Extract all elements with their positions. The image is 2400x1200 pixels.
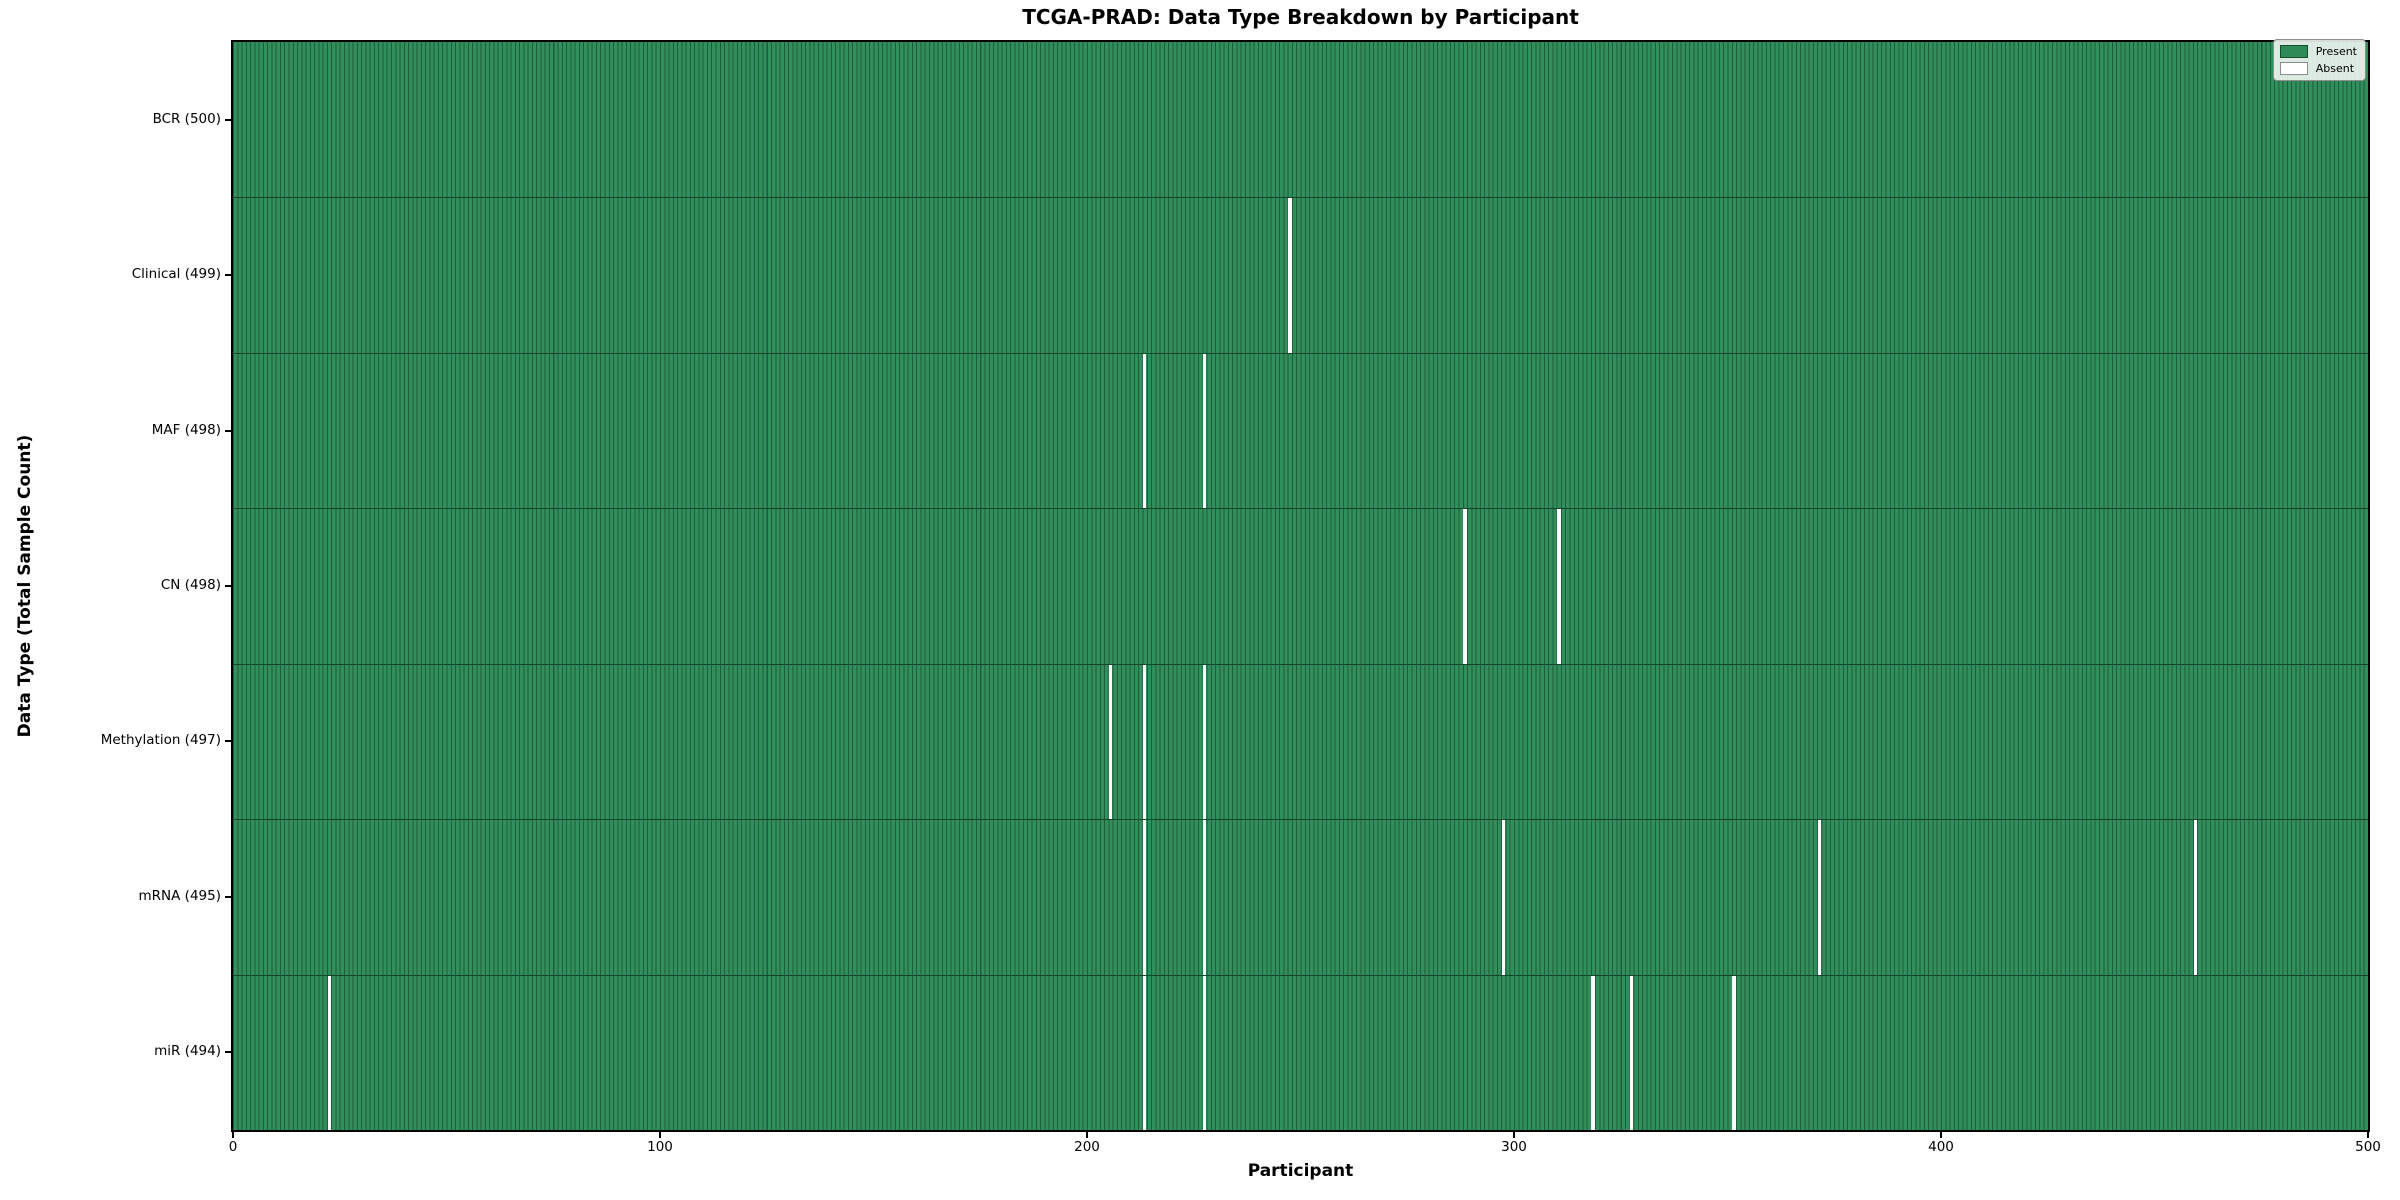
y-tick-label-cn: CN (498) [160,577,221,593]
absent-mark [1501,819,1506,975]
y-tick-mark [225,895,231,898]
heatmap-row-mir [233,974,2368,1130]
heatmap-row-mrna [233,819,2368,975]
heatmap-row-bcr [233,42,2368,198]
absent-mark [1202,352,1207,509]
absent-mark [1202,819,1207,975]
x-tick-mark [659,1132,661,1138]
row-divider [233,352,2368,354]
x-tick-label-500: 500 [2355,1139,2381,1155]
y-tick-label-mrna: mRNA (495) [138,887,221,904]
row-divider [233,508,2368,510]
y-tick-label-bcr: BCR (500) [152,110,221,127]
x-tick-mark [1513,1132,1515,1138]
x-tick-label-200: 200 [1074,1139,1100,1155]
x-tick-label-300: 300 [1501,1139,1527,1155]
heatmap-row-clinical [233,197,2368,353]
absent-mark [1591,974,1595,1130]
absent-mark [1817,819,1822,975]
heatmap-row-cn [233,508,2368,664]
legend-entry-present: Present [2279,45,2357,58]
legend-swatch-present [2279,45,2308,58]
y-tick-mark [225,429,231,432]
x-axis-label: Participant [1247,1161,1354,1181]
chart-title: TCGA-PRAD: Data Type Breakdown by Partic… [1022,5,1579,29]
heatmap-row-maf [233,352,2368,509]
y-tick-label-methylation: Methylation (497) [100,732,221,749]
absent-mark [1557,508,1561,664]
row-divider [233,197,2368,199]
plot-area: Present Absent [231,39,2370,1132]
absent-mark [1202,974,1207,1130]
x-tick-label-0: 0 [228,1139,238,1155]
y-tick-label-clinical: Clinical (499) [131,266,221,283]
row-divider [233,663,2368,665]
y-tick-label-mir: miR (494) [154,1043,221,1060]
y-tick-label-maf: MAF (498) [151,421,221,438]
absent-mark [1202,663,1207,820]
y-tick-mark [225,274,231,277]
legend-entry-absent: Absent [2279,62,2357,75]
absent-mark [1143,974,1147,1130]
y-tick-mark [225,118,231,121]
absent-mark [1629,974,1634,1130]
legend-swatch-absent [2279,62,2308,75]
row-divider [233,974,2368,976]
y-tick-mark [225,1051,231,1054]
heatmap-row-methylation [233,663,2368,820]
x-tick-mark [2367,1132,2369,1138]
absent-mark [327,974,331,1130]
legend-label: Absent [2315,62,2355,75]
legend-label: Present [2315,45,2357,58]
x-tick-label-400: 400 [1928,1139,1954,1155]
absent-mark [1143,663,1147,820]
absent-mark [1463,508,1467,664]
absent-mark [2193,819,2197,975]
y-tick-mark [225,585,231,587]
absent-mark [1143,352,1147,509]
absent-mark [1108,663,1113,820]
absent-mark [1143,819,1147,975]
x-tick-mark [232,1132,234,1138]
legend: Present Absent [2272,39,2366,81]
absent-mark [1732,974,1736,1130]
x-tick-label-100: 100 [647,1139,673,1155]
y-tick-mark [225,740,231,743]
absent-mark [1288,197,1292,353]
x-tick-mark [1940,1132,1942,1138]
x-tick-mark [1086,1132,1088,1138]
row-divider [233,819,2368,821]
